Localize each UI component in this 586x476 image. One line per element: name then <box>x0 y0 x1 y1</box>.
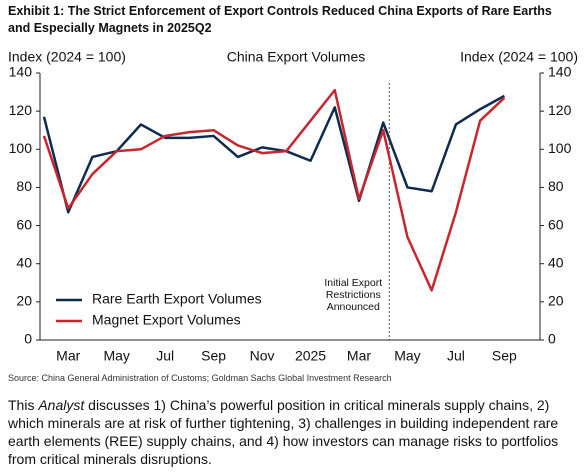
y2-tick-label: 0 <box>548 331 556 347</box>
y-tick-label: 100 <box>9 140 33 156</box>
source: Source: China General Administration of … <box>8 373 392 383</box>
y-tick-label: 80 <box>16 178 32 194</box>
series-line <box>42 94 505 214</box>
x-tick-label: May <box>103 348 129 364</box>
annotation: Announced <box>327 301 380 313</box>
x-tick-label: Nov <box>250 348 275 364</box>
x-tick-label: May <box>394 348 420 364</box>
y-tick-label: 140 <box>9 64 33 80</box>
y2-tick-label: 100 <box>548 140 572 156</box>
y-axis-label: Index (2024 = 100) <box>8 49 126 65</box>
series-line <box>42 88 506 292</box>
y2-tick-label: 80 <box>548 178 564 194</box>
legend-label: Rare Earth Export Volumes <box>92 291 262 307</box>
x-tick-label: Jul <box>156 348 174 364</box>
y2-tick-label: 140 <box>548 64 572 80</box>
x-tick-label: Sep <box>201 348 226 364</box>
y2-tick-label: 20 <box>548 293 564 309</box>
exhibit-title: and Especially Magnets in 2025Q2 <box>8 21 212 35</box>
chart-title: China Export Volumes <box>227 49 366 65</box>
x-tick-label: Mar <box>347 348 371 364</box>
y2-axis-label: Index (2024 = 100) <box>460 49 578 65</box>
text: This <box>8 397 39 413</box>
y-tick-label: 20 <box>16 293 32 309</box>
y-tick-label: 60 <box>16 216 32 232</box>
annotation: Restrictions <box>326 289 381 301</box>
x-tick-label: 2025 <box>295 348 326 364</box>
x-tick-label: Mar <box>56 348 80 364</box>
annotation: Initial Export <box>324 277 382 289</box>
y-tick-label: 0 <box>24 331 32 347</box>
y2-tick-label: 60 <box>548 216 564 232</box>
y2-tick-label: 120 <box>548 102 572 118</box>
chart: Index (2024 = 100) Index (2024 = 100) Ch… <box>8 49 578 364</box>
exhibit-title: Exhibit 1: The Strict Enforcement of Exp… <box>8 4 552 18</box>
y-tick-label: 120 <box>9 102 33 118</box>
x-tick-label: Sep <box>492 348 517 364</box>
legend-label: Magnet Export Volumes <box>92 312 241 328</box>
text: Analyst <box>38 397 85 413</box>
y-tick-label: 40 <box>16 254 32 270</box>
text: discusses 1) China’s powerful position i… <box>8 397 559 467</box>
paragraph: This Analyst discusses 1) China’s powerf… <box>8 396 582 468</box>
y2-tick-label: 40 <box>548 254 564 270</box>
x-tick-label: Jul <box>447 348 465 364</box>
